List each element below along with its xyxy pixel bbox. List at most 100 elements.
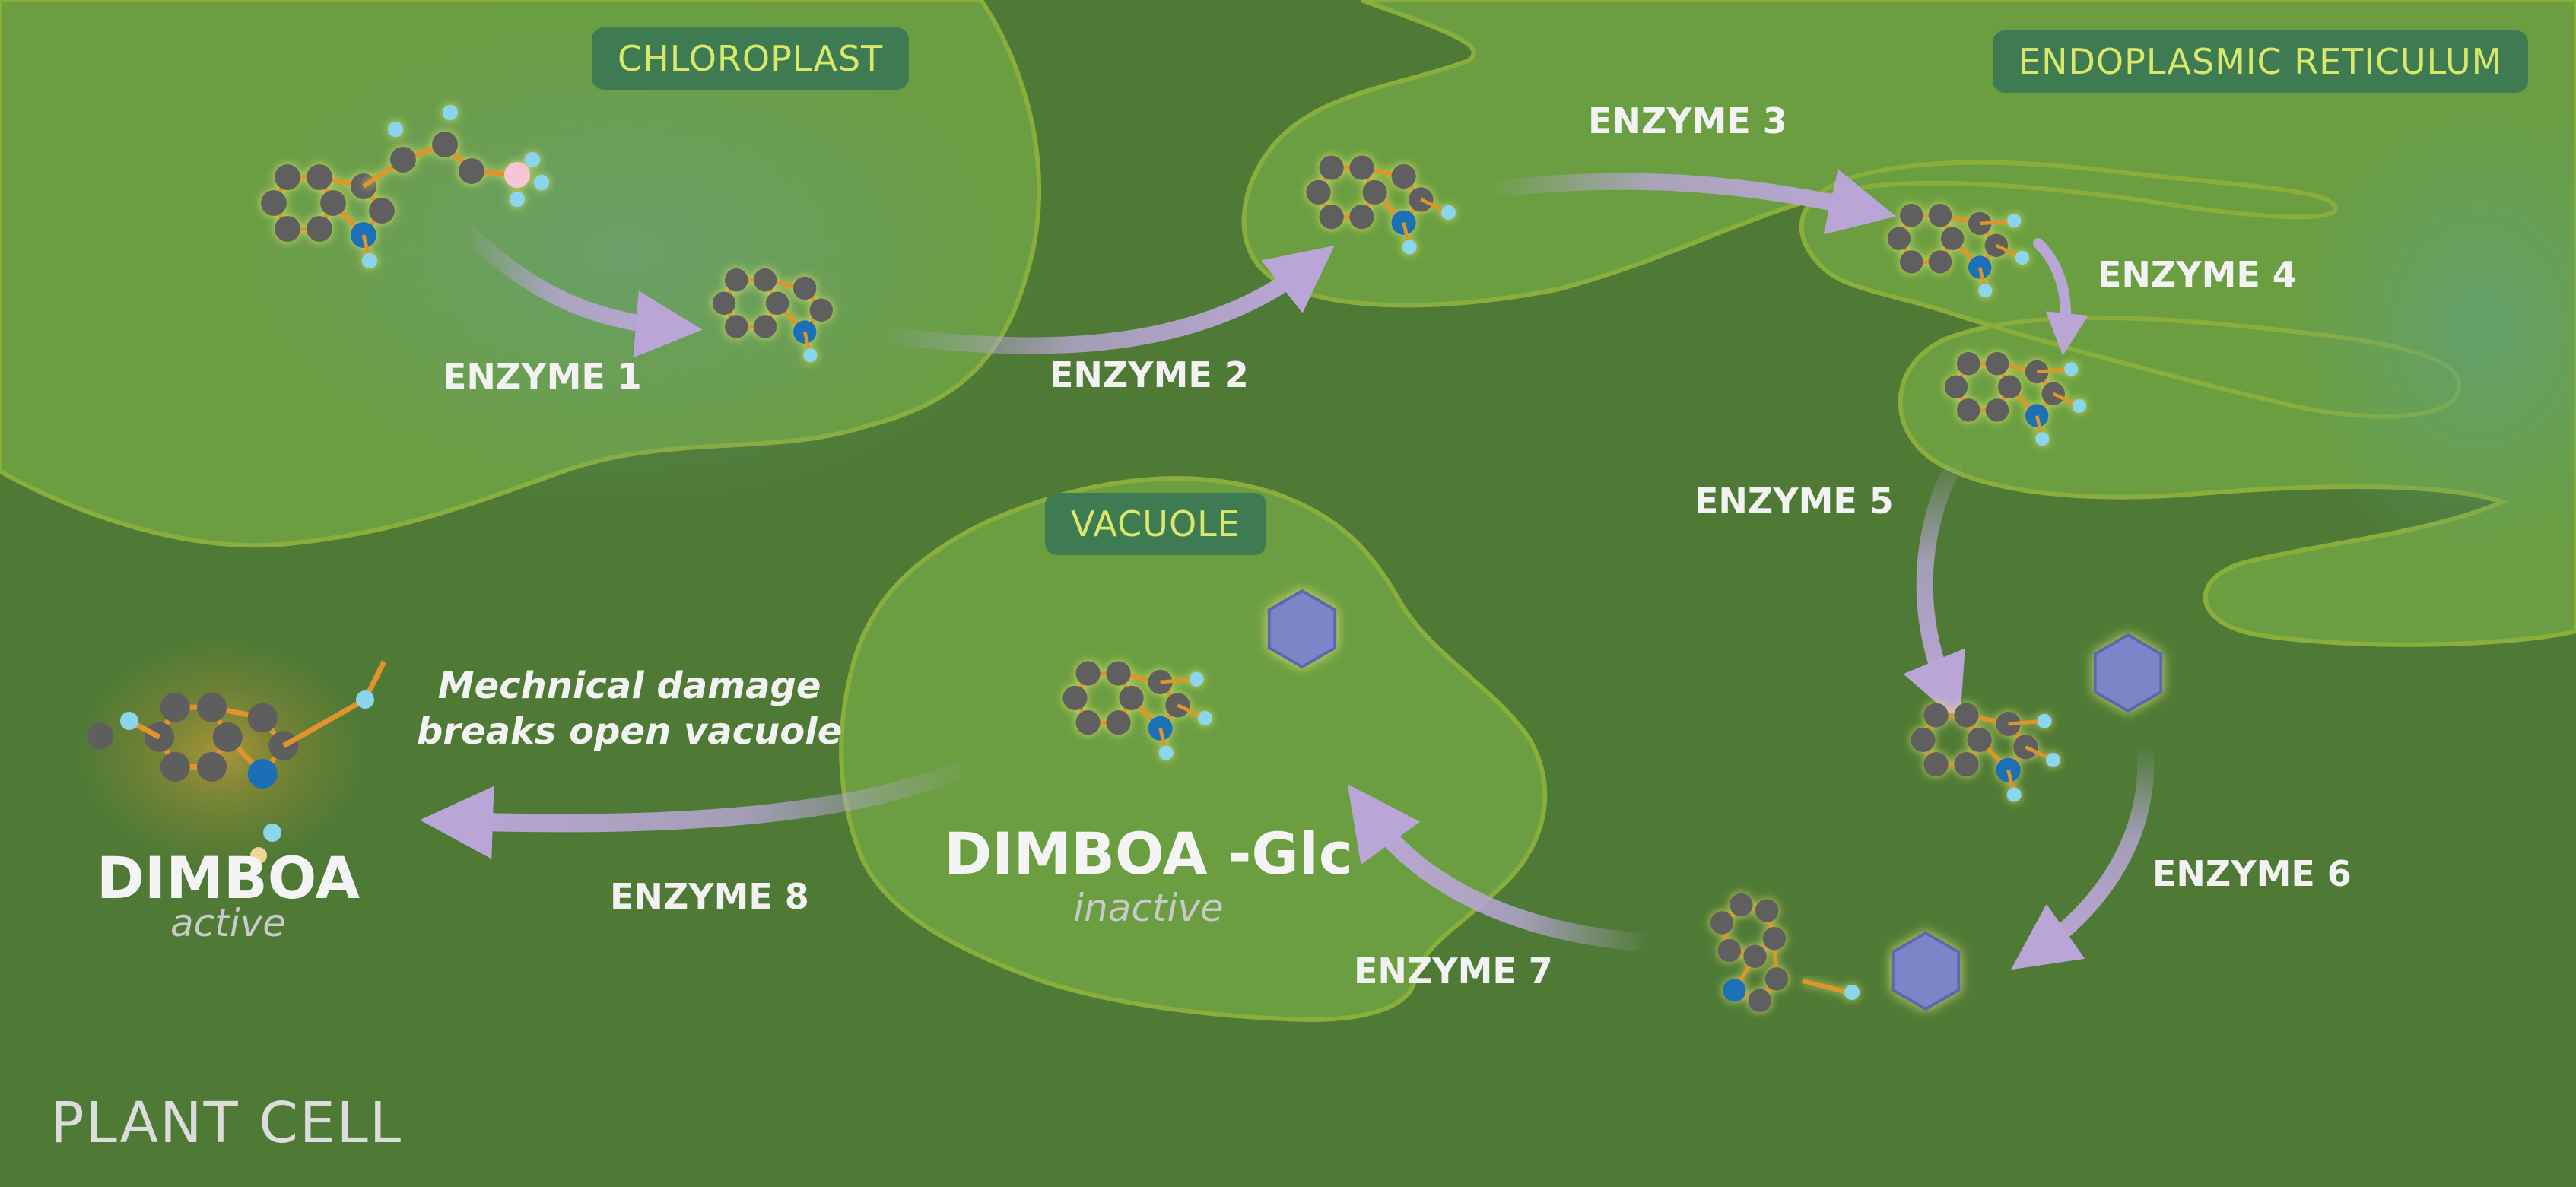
glucose-group — [1891, 931, 1961, 1011]
carbon-atom — [1762, 926, 1787, 951]
pathway-arrows — [420, 169, 2155, 970]
carbon-atom — [1928, 203, 1952, 227]
carbon-atom — [1887, 227, 1911, 251]
molecule — [1944, 351, 2086, 446]
carbon-atom — [1923, 703, 1949, 728]
molecule — [1911, 703, 2060, 802]
carbon-atom — [1119, 685, 1144, 711]
carbon-atom — [212, 722, 243, 752]
carbon-atom — [712, 291, 736, 316]
endoplasmic-reticulum-organelle — [1241, 0, 2576, 647]
carbon-atom — [809, 298, 834, 322]
glucose-group — [2093, 633, 2163, 713]
enzyme-2-label: ENZYME 2 — [1050, 354, 1249, 395]
carbon-atom — [1954, 703, 1979, 728]
endoplasmic-reticulum-label: ENDOPLASMIC RETICULUM — [1993, 30, 2529, 93]
dimboa-state: active — [170, 901, 286, 945]
carbon-atom — [1717, 938, 1742, 963]
carbon-atom — [369, 198, 395, 224]
carbon-atom — [160, 751, 190, 782]
arrow-enzyme-7 — [1347, 784, 1660, 952]
side-chain — [362, 105, 549, 207]
enzyme-3-label: ENZYME 3 — [1588, 100, 1787, 141]
molecule — [261, 164, 395, 268]
hydrogen-atom — [2037, 713, 2052, 728]
enzyme-5-label: ENZYME 5 — [1695, 481, 1894, 522]
chloroplast-label: CHLOROPLAST — [592, 27, 910, 90]
carbon-atom — [1997, 375, 2022, 399]
carbon-atom — [275, 164, 300, 190]
hydrogen-atom — [2007, 214, 2022, 228]
carbon-atom — [1349, 155, 1374, 180]
carbon-atom — [307, 164, 332, 190]
note-line-2: breaks open vacuole — [417, 710, 843, 753]
enzyme-7-label: ENZYME 7 — [1354, 951, 1553, 992]
hydrogen-atom — [2035, 432, 2050, 446]
arrow-enzyme-5 — [1903, 448, 1967, 723]
carbon-atom — [1743, 944, 1767, 969]
arrow-enzyme-8 — [420, 751, 990, 859]
hydrogen-atom — [1402, 240, 1417, 255]
carbon-atom — [1923, 752, 1949, 777]
molecule — [712, 268, 834, 363]
carbon-atom — [1985, 398, 2009, 422]
carbon-atom — [1106, 710, 1131, 735]
carbon-atom — [1954, 752, 1979, 777]
nitrogen-atom — [1996, 757, 2021, 782]
carbon-atom — [792, 276, 817, 300]
carbon-atom — [1391, 163, 1416, 189]
carbon-atom — [1075, 661, 1101, 686]
carbon-atom — [1306, 179, 1331, 205]
nitrogen-atom — [1148, 716, 1173, 741]
carbon-atom — [247, 703, 278, 733]
molecule — [1887, 203, 2029, 298]
plant-cell-label: PLANT CELL — [50, 1090, 403, 1156]
dimboa-glc-state: inactive — [1073, 886, 1224, 930]
carbon-atom — [1985, 351, 2009, 376]
glucose-group — [1267, 589, 1337, 669]
carbon-atom — [1106, 661, 1131, 686]
enzyme-8-label: ENZYME 8 — [610, 876, 809, 917]
carbon-atom — [765, 291, 789, 316]
carbon-atom — [1928, 250, 1952, 274]
carbon-atom — [724, 268, 748, 292]
arrow-enzyme-3 — [1475, 169, 1896, 235]
carbon-atom — [1956, 351, 1980, 376]
hydrogen-atom — [1158, 745, 1174, 760]
carbon-atom — [1956, 398, 1980, 422]
carbon-atom — [196, 692, 227, 722]
hydrogen-atom — [362, 253, 377, 268]
carbon-atom — [1764, 967, 1789, 991]
hydrogen-atom — [2015, 251, 2029, 265]
carbon-atom — [196, 751, 227, 782]
enzyme-1-label: ENZYME 1 — [443, 356, 642, 397]
hydrogen-atom — [803, 348, 818, 363]
hydrogen-atom — [1978, 284, 1993, 298]
carbon-atom — [753, 268, 777, 292]
molecule — [1710, 893, 1789, 1013]
hydrogen-atom — [1198, 711, 1212, 725]
molecule-layer — [87, 105, 2163, 1013]
carbon-atom — [275, 216, 300, 242]
carbon-atom — [160, 692, 190, 722]
hydrogen-atom — [1441, 205, 1456, 220]
dimboa-molecule — [87, 660, 387, 864]
carbon-atom — [1710, 911, 1734, 935]
arrow-enzyme-6 — [2010, 737, 2155, 970]
arrow-enzyme-1 — [456, 220, 703, 358]
hydrogen-atom — [2073, 399, 2086, 413]
nitrogen-atom — [1723, 979, 1746, 1002]
carbon-atom — [1899, 250, 1923, 274]
carbon-atom — [1967, 727, 1992, 753]
enzyme-6-label: ENZYME 6 — [2152, 853, 2352, 894]
hydrogen-atom — [2046, 753, 2060, 767]
carbon-atom — [1362, 179, 1387, 205]
carbon-atom — [1730, 893, 1753, 917]
carbon-atom — [1319, 205, 1344, 230]
arrow-enzyme-2 — [874, 245, 1335, 354]
link — [1802, 979, 1860, 1000]
vacuole-label: VACUOLE — [1045, 493, 1266, 555]
carbon-atom — [1319, 155, 1344, 180]
carbon-atom — [1911, 727, 1936, 753]
